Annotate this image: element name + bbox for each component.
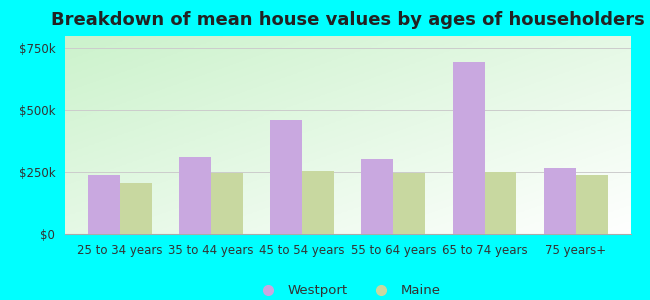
Legend: Westport, Maine: Westport, Maine xyxy=(250,279,446,300)
Bar xyxy=(452,62,484,234)
Bar xyxy=(576,175,608,234)
Bar xyxy=(211,172,243,234)
Bar xyxy=(88,175,120,234)
Title: Breakdown of mean house values by ages of householders: Breakdown of mean house values by ages o… xyxy=(51,11,645,29)
Bar xyxy=(484,172,517,234)
Bar xyxy=(393,172,425,234)
Bar xyxy=(120,183,151,234)
Bar xyxy=(179,157,211,234)
Bar xyxy=(361,158,393,234)
Bar xyxy=(270,120,302,234)
Bar xyxy=(544,168,576,234)
Bar xyxy=(302,171,334,234)
